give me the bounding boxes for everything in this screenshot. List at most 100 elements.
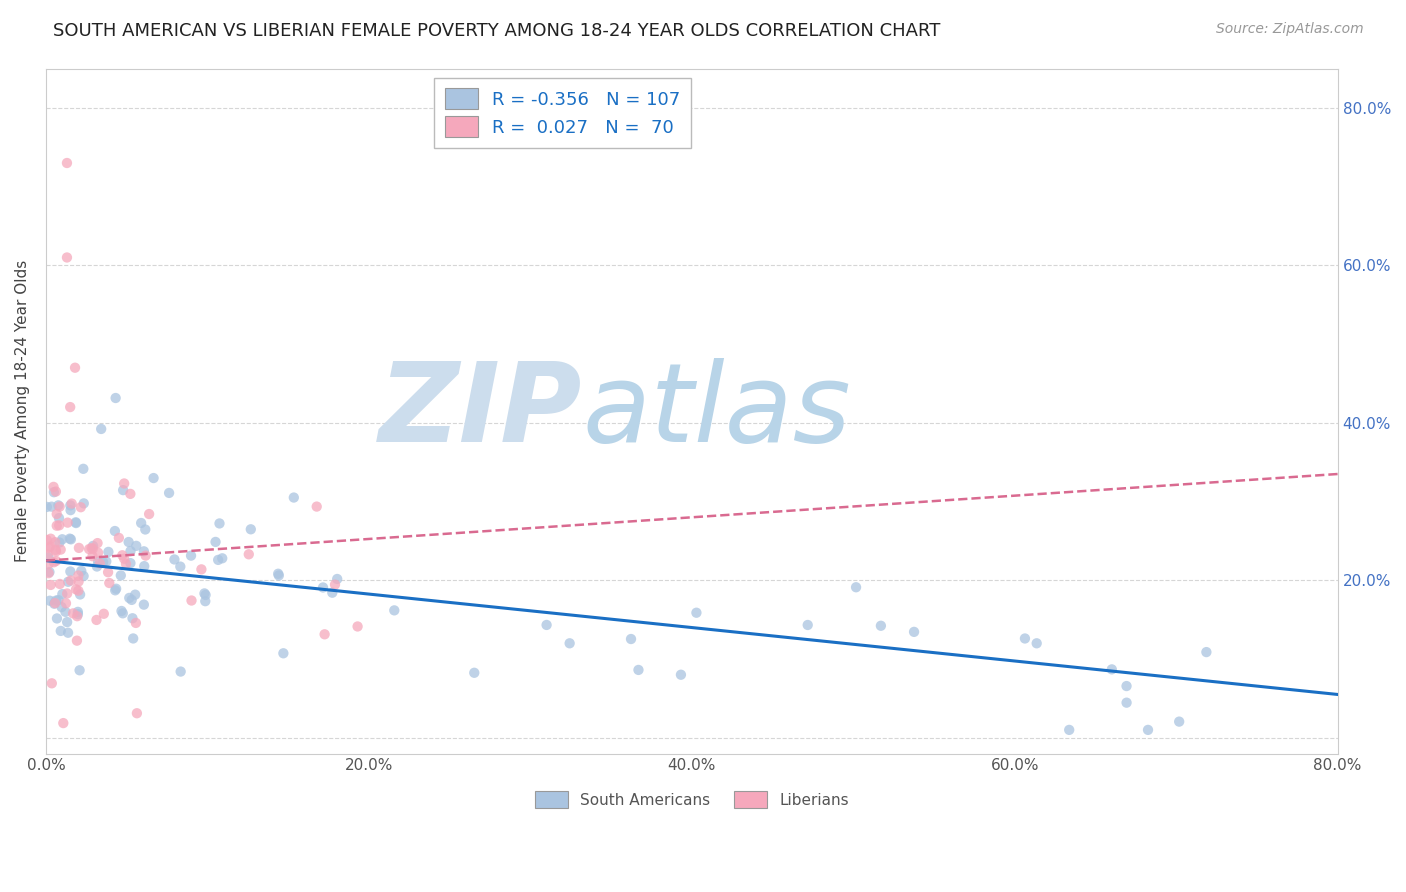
Point xyxy=(52,716,75,731)
Point xyxy=(194,588,217,602)
Point xyxy=(59,532,82,546)
Point xyxy=(63,360,86,375)
Point xyxy=(82,541,104,556)
Point xyxy=(558,636,581,650)
Point xyxy=(115,557,138,571)
Point xyxy=(112,483,135,497)
Point xyxy=(110,604,132,618)
Point xyxy=(86,559,108,574)
Point xyxy=(86,613,108,627)
Point xyxy=(208,516,231,531)
Point xyxy=(796,618,818,632)
Point xyxy=(66,609,89,624)
Point xyxy=(41,500,63,514)
Point xyxy=(35,500,58,514)
Point xyxy=(51,587,73,601)
Point xyxy=(45,542,67,557)
Point xyxy=(60,497,83,511)
Legend: South Americans, Liberians: South Americans, Liberians xyxy=(529,784,855,814)
Point xyxy=(163,552,186,566)
Y-axis label: Female Poverty Among 18-24 Year Olds: Female Poverty Among 18-24 Year Olds xyxy=(15,260,30,562)
Point xyxy=(138,507,160,521)
Point xyxy=(39,532,62,546)
Point xyxy=(56,251,79,265)
Point xyxy=(49,624,72,638)
Point xyxy=(1168,714,1191,729)
Point xyxy=(273,646,295,660)
Point xyxy=(129,516,152,530)
Point xyxy=(903,624,925,639)
Point xyxy=(56,625,79,640)
Point xyxy=(111,607,134,621)
Point xyxy=(326,572,349,586)
Point xyxy=(56,586,79,600)
Point xyxy=(112,476,135,491)
Point xyxy=(51,600,73,615)
Point xyxy=(121,593,143,607)
Point xyxy=(38,565,60,579)
Point xyxy=(49,542,72,557)
Point xyxy=(238,547,260,561)
Point xyxy=(207,553,229,567)
Point xyxy=(1014,632,1036,646)
Point xyxy=(267,568,290,582)
Point xyxy=(132,598,155,612)
Point xyxy=(69,587,91,601)
Point xyxy=(134,523,156,537)
Point xyxy=(35,533,58,547)
Point xyxy=(44,597,66,611)
Point xyxy=(104,583,127,598)
Point xyxy=(39,578,62,592)
Point xyxy=(382,603,405,617)
Point xyxy=(169,559,191,574)
Point xyxy=(67,568,90,582)
Point xyxy=(59,565,82,579)
Point xyxy=(69,663,91,677)
Point xyxy=(211,551,233,566)
Point xyxy=(48,500,70,514)
Point xyxy=(38,541,60,555)
Point xyxy=(44,596,66,610)
Point xyxy=(96,554,118,568)
Point xyxy=(97,566,120,580)
Point xyxy=(93,607,115,621)
Text: ZIP: ZIP xyxy=(378,358,582,465)
Point xyxy=(1057,723,1080,737)
Point xyxy=(41,676,63,690)
Point xyxy=(91,555,114,569)
Point xyxy=(56,615,79,629)
Point xyxy=(120,556,142,570)
Point xyxy=(77,542,100,557)
Point xyxy=(48,518,70,533)
Point xyxy=(685,606,707,620)
Point xyxy=(42,480,65,494)
Point xyxy=(1115,679,1137,693)
Point xyxy=(125,706,148,721)
Point xyxy=(267,566,290,581)
Point xyxy=(42,555,65,569)
Point xyxy=(1115,696,1137,710)
Point xyxy=(82,549,104,564)
Point xyxy=(62,607,84,621)
Point xyxy=(122,632,145,646)
Point xyxy=(157,486,180,500)
Point xyxy=(65,516,87,530)
Point xyxy=(1025,636,1047,650)
Point xyxy=(72,462,94,476)
Point xyxy=(65,515,87,529)
Point xyxy=(42,485,65,500)
Point xyxy=(51,533,73,547)
Point xyxy=(67,574,90,589)
Point xyxy=(194,594,217,608)
Point xyxy=(312,581,335,595)
Point xyxy=(104,391,127,405)
Text: SOUTH AMERICAN VS LIBERIAN FEMALE POVERTY AMONG 18-24 YEAR OLDS CORRELATION CHAR: SOUTH AMERICAN VS LIBERIAN FEMALE POVERT… xyxy=(53,22,941,40)
Point xyxy=(48,535,70,549)
Point xyxy=(59,400,82,414)
Point xyxy=(169,665,191,679)
Point xyxy=(105,582,128,596)
Point xyxy=(38,550,60,565)
Point xyxy=(44,535,66,549)
Point xyxy=(45,554,67,568)
Point xyxy=(56,574,79,589)
